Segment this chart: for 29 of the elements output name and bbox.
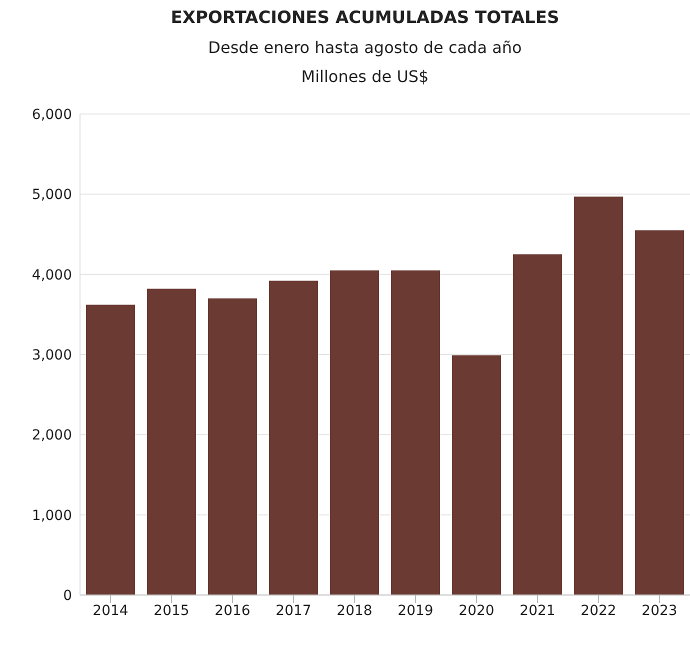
y-tick-label: 2,000 [32,428,72,444]
x-tick-label: 2017 [276,602,312,619]
bar [513,254,562,595]
y-tick-label: 6,000 [32,106,72,123]
bar [330,270,379,595]
bar [391,270,440,595]
x-tick-label: 2019 [398,602,434,619]
y-tick-label: 1,000 [32,508,72,524]
x-tick-label: 2022 [580,602,616,619]
x-tick-label: 2018 [336,602,372,619]
x-tick-label: 2023 [642,602,678,619]
bar [635,230,684,595]
y-tick-label: 5,000 [32,187,72,204]
x-tick-label: 2014 [92,602,128,619]
y-tick-label: 3,000 [32,347,72,364]
chart-subtitle: Desde enero hasta agosto de cada año Millones de US$ [207,38,523,86]
y-tick-label: 0 [63,588,72,604]
bar [574,196,623,595]
bar [269,280,318,595]
bar [208,298,257,595]
x-tick-label: 2016 [214,602,250,619]
x-tick-label: 2021 [520,602,556,619]
x-tick-label: 2020 [458,602,494,619]
bar [86,304,135,595]
bar [147,288,196,595]
y-tick-label: 4,000 [32,267,72,284]
bar [452,355,501,595]
x-tick-label: 2015 [154,602,190,619]
chart-title: EXPORTACIONES ACUMULADAS TOTALES [170,8,560,28]
